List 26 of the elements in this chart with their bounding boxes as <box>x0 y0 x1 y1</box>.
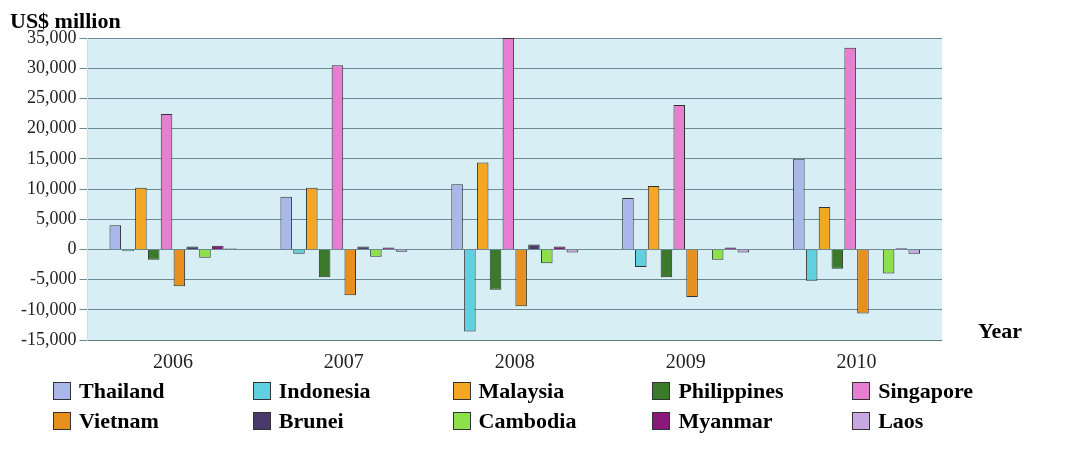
legend-label: Brunei <box>278 408 344 434</box>
legend-label: Singapore <box>878 378 974 404</box>
legend-label: Cambodia <box>478 408 577 434</box>
legend-label: Indonesia <box>278 378 371 404</box>
y-tick-label: 25,000 <box>26 87 77 108</box>
x-tick-label: 2006 <box>152 350 193 373</box>
legend-label: Laos <box>878 408 924 434</box>
y-tick-label: 30,000 <box>26 56 77 77</box>
legend-label: Myanmar <box>678 408 773 434</box>
legend-label: Malaysia <box>478 378 565 404</box>
x-tick-label: 2009 <box>665 350 706 373</box>
legend-label: Thailand <box>79 378 165 404</box>
y-tick-label: 10,000 <box>26 177 77 198</box>
y-tick-label: 15,000 <box>26 147 77 168</box>
legend-label: Vietnam <box>79 408 159 434</box>
y-tick-label: -10,000 <box>20 298 77 319</box>
y-tick-label: 0 <box>67 238 77 259</box>
x-tick-label: 2010 <box>836 350 877 373</box>
legend-label: Philippines <box>678 378 784 404</box>
x-axis-title: Year <box>978 318 1022 344</box>
y-tick-label: -5,000 <box>29 268 77 289</box>
y-tick-label: 5,000 <box>35 207 77 228</box>
y-tick-label: -15,000 <box>20 328 77 349</box>
x-tick-label: 2007 <box>323 350 364 373</box>
y-tick-label: 20,000 <box>26 117 77 138</box>
x-tick-label: 2008 <box>494 350 535 373</box>
